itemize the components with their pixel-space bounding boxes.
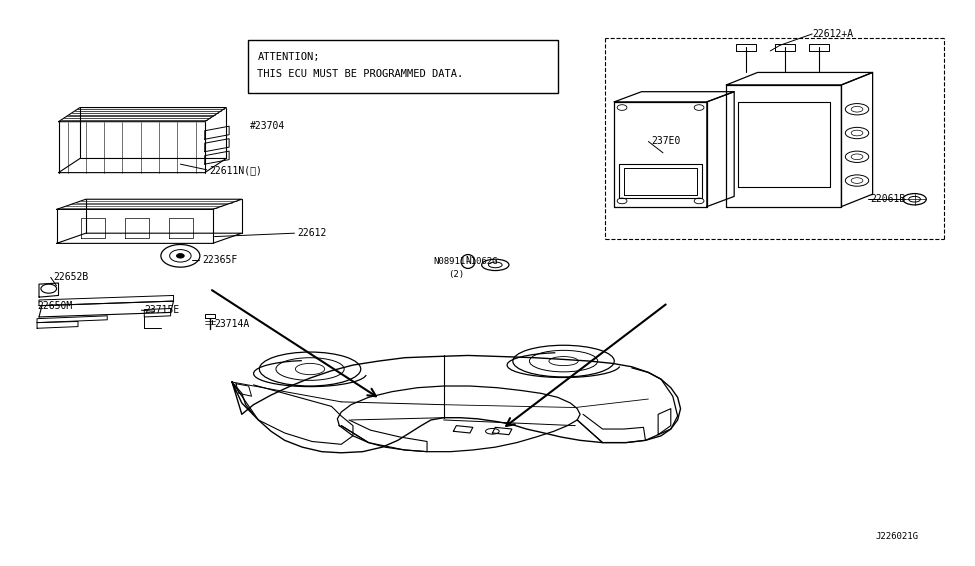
Text: (2): (2) [448, 270, 465, 279]
Text: 22612+A: 22612+A [812, 29, 853, 39]
Text: THIS ECU MUST BE PROGRAMMED DATA.: THIS ECU MUST BE PROGRAMMED DATA. [257, 68, 464, 79]
Text: N: N [465, 256, 471, 267]
Text: 22652B: 22652B [54, 272, 89, 282]
Text: J226021G: J226021G [876, 532, 918, 541]
Text: N08911-1062G: N08911-1062G [434, 257, 498, 266]
Text: 22650M: 22650M [37, 301, 72, 311]
Text: 22365F: 22365F [203, 255, 238, 265]
Ellipse shape [176, 254, 184, 258]
Text: #23704: #23704 [250, 121, 285, 131]
Text: 23715E: 23715E [144, 305, 179, 315]
Text: 22061B: 22061B [871, 194, 906, 204]
Text: 22612: 22612 [297, 228, 327, 238]
Text: 23714A: 23714A [214, 319, 250, 329]
Text: 22611N(※): 22611N(※) [210, 165, 262, 175]
Text: ATTENTION;: ATTENTION; [257, 52, 320, 62]
Text: 237E0: 237E0 [651, 136, 681, 147]
FancyBboxPatch shape [248, 40, 558, 93]
